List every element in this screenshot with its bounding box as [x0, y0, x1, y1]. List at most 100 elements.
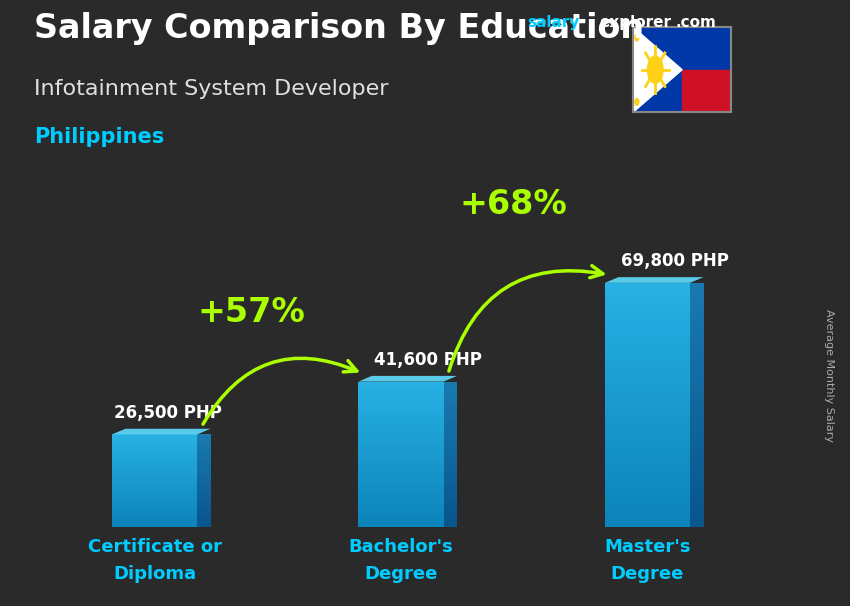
- Bar: [359, 418, 444, 421]
- Bar: [359, 440, 444, 442]
- Bar: [112, 490, 197, 491]
- Bar: [605, 324, 690, 328]
- Bar: [359, 510, 444, 513]
- Bar: [605, 283, 690, 287]
- Text: 41,600 PHP: 41,600 PHP: [374, 351, 482, 369]
- Bar: [605, 470, 690, 474]
- Bar: [605, 438, 690, 442]
- Bar: [197, 479, 211, 481]
- Bar: [444, 505, 457, 508]
- Bar: [197, 468, 211, 470]
- Bar: [197, 478, 211, 479]
- Bar: [444, 525, 457, 527]
- Bar: [605, 478, 690, 482]
- Bar: [359, 406, 444, 408]
- Bar: [444, 433, 457, 435]
- Bar: [444, 467, 457, 469]
- Bar: [690, 364, 704, 368]
- Bar: [359, 399, 444, 401]
- Bar: [605, 425, 690, 430]
- Bar: [690, 299, 704, 303]
- Bar: [197, 507, 211, 508]
- Bar: [690, 458, 704, 462]
- Bar: [359, 513, 444, 515]
- Bar: [444, 428, 457, 430]
- Bar: [359, 413, 444, 416]
- Bar: [197, 522, 211, 524]
- Bar: [112, 439, 197, 441]
- Bar: [605, 499, 690, 503]
- Bar: [690, 328, 704, 331]
- Bar: [359, 484, 444, 486]
- Bar: [690, 450, 704, 454]
- Bar: [112, 479, 197, 481]
- Bar: [444, 421, 457, 423]
- Bar: [197, 454, 211, 456]
- Bar: [444, 479, 457, 481]
- Bar: [359, 438, 444, 440]
- Bar: [112, 441, 197, 442]
- Bar: [197, 525, 211, 527]
- Bar: [444, 406, 457, 408]
- Bar: [197, 465, 211, 467]
- Bar: [605, 454, 690, 458]
- Text: .com: .com: [676, 15, 717, 30]
- Bar: [112, 510, 197, 511]
- Bar: [444, 503, 457, 505]
- Bar: [197, 502, 211, 504]
- Bar: [444, 387, 457, 389]
- Bar: [605, 494, 690, 499]
- Bar: [444, 459, 457, 462]
- Bar: [359, 421, 444, 423]
- Bar: [605, 360, 690, 364]
- Bar: [359, 486, 444, 488]
- Bar: [197, 519, 211, 521]
- Bar: [112, 471, 197, 473]
- Bar: [605, 352, 690, 356]
- Bar: [112, 505, 197, 507]
- Bar: [197, 510, 211, 511]
- Bar: [605, 368, 690, 373]
- Bar: [444, 476, 457, 479]
- Bar: [690, 319, 704, 324]
- Bar: [112, 511, 197, 513]
- Bar: [359, 428, 444, 430]
- Bar: [112, 458, 197, 459]
- Circle shape: [635, 99, 638, 105]
- Bar: [444, 471, 457, 474]
- Bar: [605, 482, 690, 487]
- Circle shape: [654, 66, 657, 73]
- Bar: [197, 441, 211, 442]
- Polygon shape: [605, 277, 704, 283]
- Bar: [690, 425, 704, 430]
- Bar: [444, 384, 457, 387]
- Bar: [444, 515, 457, 518]
- Bar: [690, 344, 704, 348]
- Bar: [197, 518, 211, 519]
- Bar: [690, 348, 704, 352]
- Bar: [197, 459, 211, 461]
- Bar: [444, 418, 457, 421]
- Bar: [444, 438, 457, 440]
- Bar: [359, 481, 444, 484]
- Bar: [444, 382, 457, 384]
- Bar: [197, 493, 211, 494]
- Bar: [197, 487, 211, 488]
- Bar: [359, 496, 444, 498]
- Bar: [605, 328, 690, 331]
- Bar: [690, 446, 704, 450]
- Bar: [444, 462, 457, 464]
- Bar: [359, 408, 444, 411]
- Bar: [690, 331, 704, 336]
- Bar: [444, 401, 457, 404]
- Bar: [112, 513, 197, 515]
- Bar: [690, 385, 704, 388]
- Bar: [197, 448, 211, 450]
- Bar: [112, 474, 197, 476]
- Bar: [605, 442, 690, 446]
- Bar: [444, 501, 457, 503]
- Bar: [690, 336, 704, 340]
- Bar: [112, 438, 197, 439]
- Bar: [112, 453, 197, 454]
- Bar: [690, 311, 704, 315]
